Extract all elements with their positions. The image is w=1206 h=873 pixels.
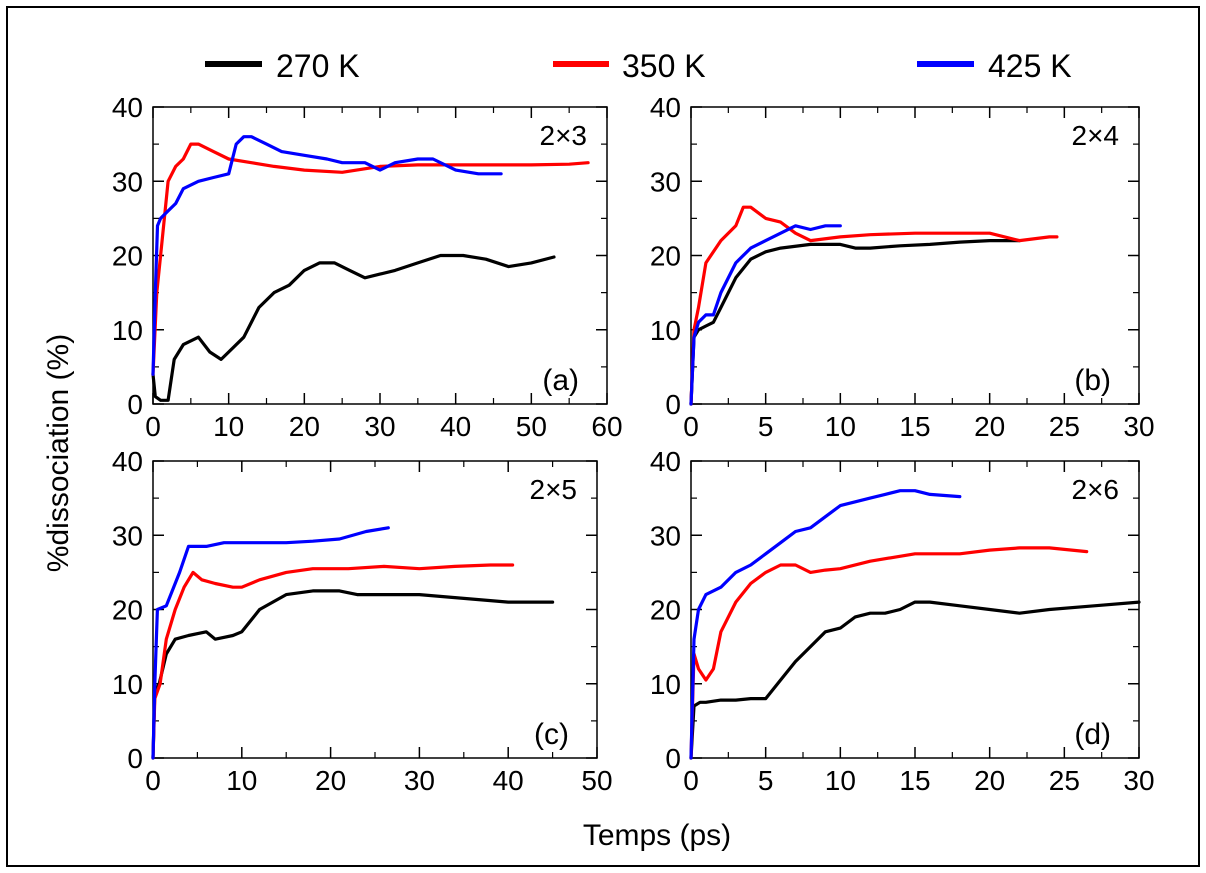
x-tick-label: 50 [581,765,612,796]
legend: 270 K 350 K 425 K [205,48,1072,84]
legend-entry-270k: 270 K [205,48,360,84]
legend-label-270k: 270 K [276,48,360,84]
series-line-270-k [151,589,555,760]
legend-entry-350k: 350 K [553,48,706,84]
y-tick-label: 40 [112,446,143,477]
x-tick-label: 20 [974,765,1005,796]
x-tick-label: 15 [899,765,930,796]
panel-letter: (a) [542,364,579,397]
y-tick-label: 0 [665,389,681,420]
panel-tag: 2×3 [540,120,588,151]
x-tick-label: 60 [591,411,622,442]
x-tick-label: 10 [825,411,856,442]
y-tick-label: 20 [650,241,681,272]
series-line-270-k [151,253,556,402]
panel-letter: (d) [1074,718,1111,751]
y-tick-label: 10 [650,315,681,346]
x-tick-label: 25 [1049,765,1080,796]
x-tick-label: 5 [758,411,774,442]
panel-d: 0 5 10 15 20 25 30 0 10 20 30 40 2×6 (d) [650,446,1155,796]
figure-frame [6,6,1200,867]
panel-tag: 2×6 [1072,474,1120,505]
series-line-270-k [689,600,1141,760]
y-tick-label: 10 [112,315,143,346]
series-line-350-k [151,563,515,760]
panel-letter: (b) [1074,364,1111,397]
x-tick-label: 30 [404,765,435,796]
panel-tag: 2×4 [1072,120,1120,151]
x-tick-label: 5 [758,765,774,796]
x-tick-label: 10 [226,765,257,796]
x-tick-label: 0 [683,765,699,796]
y-tick-label: 30 [112,166,143,197]
x-tick-label: 20 [289,411,320,442]
series-line-350-k [689,546,1089,760]
y-tick-label: 30 [650,166,681,197]
x-tick-label: 10 [825,765,856,796]
y-tick-label: 10 [112,669,143,700]
y-tick-label: 20 [112,241,143,272]
x-tick-label: 0 [145,765,161,796]
series-line-425-k [151,135,503,376]
x-tick-label: 50 [516,411,547,442]
series-line-270-k [689,239,1022,406]
x-tick-label: 20 [974,411,1005,442]
y-tick-label: 10 [650,669,681,700]
x-tick-label: 30 [1123,765,1154,796]
y-tick-label: 0 [665,743,681,774]
x-tick-label: 25 [1049,411,1080,442]
legend-entry-425k: 425 K [917,48,1072,84]
x-tick-label: 40 [493,765,524,796]
legend-label-425k: 425 K [988,48,1072,84]
y-tick-label: 30 [112,520,143,551]
y-tick-label: 20 [650,595,681,626]
panel-a: 0 10 20 30 40 50 60 0 10 20 30 40 2×3 (a) [112,92,623,442]
y-axis-label: %dissociation (%) [42,334,75,572]
y-tick-label: 40 [650,92,681,123]
series-line-425-k [689,224,842,406]
x-tick-label: 0 [145,411,161,442]
y-tick-label: 40 [650,446,681,477]
series-line-425-k [689,489,962,760]
x-tick-label: 30 [1123,411,1154,442]
panel-b: 0 5 10 15 20 25 30 0 10 20 30 40 2×4 (b) [650,92,1155,442]
y-tick-label: 0 [127,389,143,420]
legend-label-350k: 350 K [622,48,706,84]
x-tick-label: 10 [213,411,244,442]
x-tick-label: 0 [683,411,699,442]
series-line-350-k [151,142,590,376]
x-tick-label: 30 [364,411,395,442]
y-tick-label: 20 [112,595,143,626]
y-tick-label: 30 [650,520,681,551]
x-tick-label: 40 [440,411,471,442]
panel-c: 0 10 20 30 40 50 0 10 20 30 40 2×5 (c) [112,446,613,796]
series-line-425-k [151,526,390,760]
panel-tag: 2×5 [530,474,578,505]
x-axis-label: Temps (ps) [583,819,731,852]
x-tick-label: 20 [315,765,346,796]
y-tick-label: 40 [112,92,143,123]
x-tick-label: 15 [899,411,930,442]
panel-letter: (c) [534,718,569,751]
y-tick-label: 0 [127,743,143,774]
series-line-350-k [689,205,1059,406]
